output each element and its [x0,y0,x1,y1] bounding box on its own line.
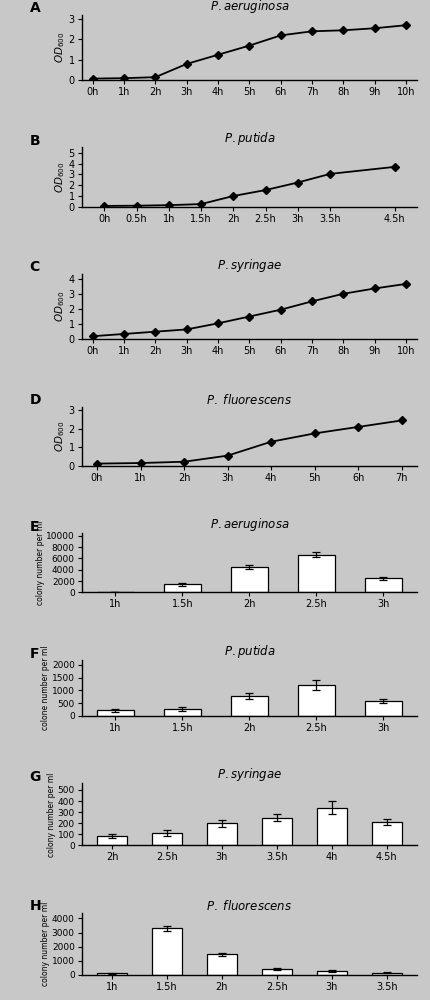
Bar [207,823,237,845]
Bar [372,973,402,975]
Bar [262,818,292,845]
Bar [298,685,335,716]
Bar [372,822,402,845]
Bar [317,971,347,975]
Title: $\mathit{P.putida}$: $\mathit{P.putida}$ [224,643,275,660]
Bar [164,584,201,592]
Bar [231,567,268,592]
Text: H: H [30,899,41,913]
Bar [152,928,182,975]
Title: $\mathit{P.putida}$: $\mathit{P.putida}$ [224,130,275,147]
Bar [317,808,347,845]
Text: F: F [30,647,39,661]
Bar [207,954,237,975]
Y-axis label: $OD_{600}$: $OD_{600}$ [53,291,67,322]
Title: $\mathit{P.\ fluorescens}$: $\mathit{P.\ fluorescens}$ [206,393,292,407]
Text: G: G [30,770,41,784]
Y-axis label: colony number per ml: colony number per ml [41,902,50,986]
Text: E: E [30,520,39,534]
Title: $\mathit{P.syringae}$: $\mathit{P.syringae}$ [217,257,282,274]
Bar [365,578,402,592]
Y-axis label: $OD_{600}$: $OD_{600}$ [53,420,67,452]
Y-axis label: $OD_{600}$: $OD_{600}$ [53,32,67,63]
Bar [298,555,335,592]
Bar [231,696,268,716]
Bar [262,969,292,975]
Title: $\mathit{P.syringae}$: $\mathit{P.syringae}$ [217,766,282,783]
Y-axis label: colone number per ml: colone number per ml [41,646,50,730]
Title: $\mathit{P.aeruginosa}$: $\mathit{P.aeruginosa}$ [209,0,289,15]
Text: C: C [30,260,40,274]
Title: $\mathit{P.aeruginosa}$: $\mathit{P.aeruginosa}$ [209,516,289,533]
Y-axis label: colony number per ml: colony number per ml [36,521,45,605]
Text: D: D [30,393,41,407]
Bar [164,709,201,716]
Bar [365,701,402,716]
Bar [152,833,182,845]
Bar [97,836,127,845]
Bar [97,710,134,716]
Y-axis label: colony number per ml: colony number per ml [47,772,56,857]
Title: $\mathit{P.\ fluorescens}$: $\mathit{P.\ fluorescens}$ [206,899,292,913]
Text: A: A [30,1,40,15]
Bar [97,973,127,975]
Text: B: B [30,134,40,148]
Y-axis label: $OD_{600}$: $OD_{600}$ [53,161,67,193]
